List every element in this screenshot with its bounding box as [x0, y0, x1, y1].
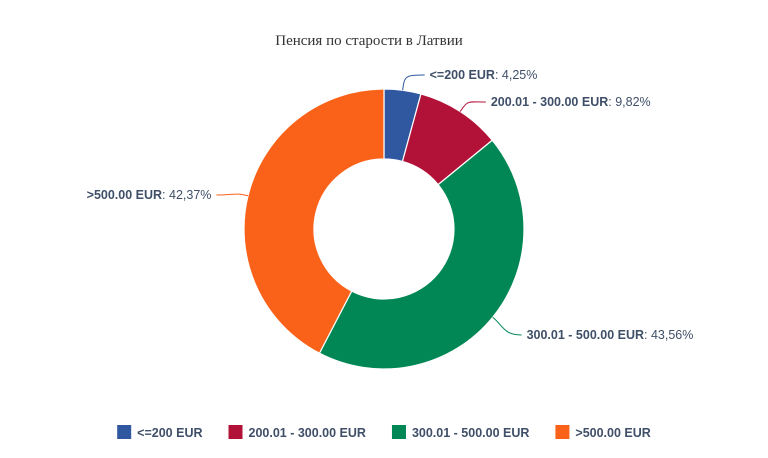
- data-label-200-01-300-00-eur: 200.01 - 300.00 EUR: 9,82%: [491, 95, 651, 109]
- chart-title: Пенсия по старости в Латвии: [275, 33, 463, 49]
- donut-slices: [243, 88, 525, 370]
- data-label-300-01-500-00-eur: 300.01 - 500.00 EUR: 43,56%: [527, 328, 694, 342]
- data-label-category: 300.01 - 500.00 EUR: [527, 328, 644, 342]
- chart-legend: <=200 EUR 200.01 - 300.00 EUR 300.01 - 500…: [117, 425, 651, 440]
- data-label-category: 200.01 - 300.00 EUR: [491, 95, 608, 109]
- data-label-gt-500-00-eur: >500.00 EUR: 42,37%: [87, 188, 212, 202]
- legend-label-200-01-300-00-eur: 200.01 - 300.00 EUR: [249, 426, 366, 440]
- legend-swatch-gt-500-00-eur[interactable]: [555, 425, 570, 439]
- connector-gt-500-00-eur: [216, 193, 249, 197]
- slice-300-01-500-00-eur[interactable]: [318, 139, 525, 370]
- connector-200-01-300-00-eur: [459, 101, 486, 112]
- legend-swatch-300-01-500-00-eur[interactable]: [391, 425, 406, 439]
- legend-swatch-200-01-300-00-eur[interactable]: [228, 425, 243, 439]
- slice-labels: <=200 EUR: 4,25% 200.01 - 300.00 EUR: 9,8…: [87, 68, 694, 342]
- legend-swatch-le-200-eur[interactable]: [117, 425, 132, 439]
- data-label-value: : 42,37%: [162, 188, 211, 202]
- data-label-le-200-eur: <=200 EUR: 4,25%: [430, 68, 538, 82]
- connector-300-01-500-00-eur: [492, 316, 522, 336]
- connector-le-200-eur: [402, 74, 425, 91]
- data-label-value: : 4,25%: [495, 68, 537, 82]
- legend-label-le-200-eur: <=200 EUR: [137, 426, 202, 440]
- legend-label-gt-500-00-eur: >500.00 EUR: [575, 426, 650, 440]
- data-label-value: : 9,82%: [608, 95, 650, 109]
- data-label-category: <=200 EUR: [430, 68, 495, 82]
- legend-label-300-01-500-00-eur: 300.01 - 500.00 EUR: [412, 426, 529, 440]
- slice-gt-500-00-eur[interactable]: [243, 88, 385, 355]
- data-label-value: : 43,56%: [644, 328, 693, 342]
- data-label-category: >500.00 EUR: [87, 188, 162, 202]
